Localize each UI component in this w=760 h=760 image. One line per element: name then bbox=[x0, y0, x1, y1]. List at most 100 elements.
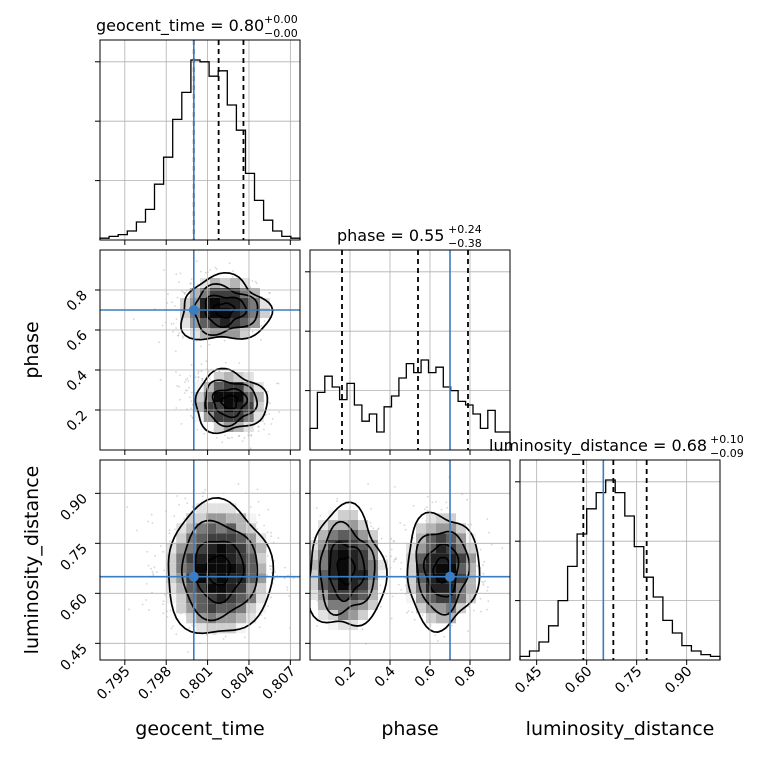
density-cell bbox=[318, 550, 328, 560]
density-cell bbox=[426, 613, 436, 624]
density-cell bbox=[253, 382, 264, 392]
scatter-point bbox=[177, 334, 180, 337]
scatter-point bbox=[479, 548, 482, 551]
density-cell bbox=[406, 573, 416, 584]
scatter-point bbox=[152, 574, 155, 576]
scatter-point bbox=[162, 600, 165, 603]
density-cell bbox=[338, 620, 348, 630]
density-cell bbox=[456, 573, 466, 584]
density-cell bbox=[426, 533, 436, 544]
scatter-point bbox=[390, 555, 392, 558]
density-cell bbox=[216, 623, 227, 634]
scatter-point bbox=[163, 569, 165, 572]
density-cell bbox=[236, 593, 247, 604]
density-cell bbox=[246, 553, 257, 564]
scatter-point bbox=[174, 528, 176, 531]
density-cell bbox=[456, 563, 466, 574]
scatter-point bbox=[190, 407, 192, 410]
density-cell bbox=[368, 560, 378, 570]
scatter-point bbox=[304, 561, 306, 563]
scatter-point bbox=[268, 292, 271, 294]
density-cell bbox=[260, 298, 270, 308]
scatter-point bbox=[393, 558, 396, 561]
scatter-point bbox=[222, 638, 225, 640]
density-cell bbox=[216, 503, 227, 514]
density-cell bbox=[436, 583, 446, 594]
scatter-point bbox=[168, 529, 171, 532]
scatter-point bbox=[187, 651, 190, 653]
density-cell bbox=[246, 533, 257, 544]
tick-label-y-phase: 0.2 bbox=[64, 408, 91, 435]
density-cell bbox=[196, 533, 207, 544]
scatter-point bbox=[393, 540, 395, 543]
scatter-point bbox=[377, 527, 380, 530]
density-cell bbox=[226, 513, 237, 524]
scatter-point bbox=[141, 603, 144, 606]
density-cell bbox=[196, 523, 207, 534]
density-cell bbox=[310, 570, 318, 580]
density-cell bbox=[240, 328, 250, 338]
scatter-point bbox=[413, 618, 416, 621]
density-cell bbox=[416, 573, 426, 584]
scatter-point bbox=[162, 612, 165, 615]
density-cell bbox=[196, 543, 207, 554]
scatter-point bbox=[370, 507, 372, 510]
scatter-point bbox=[182, 337, 184, 339]
density-cell bbox=[190, 328, 200, 338]
density-cell bbox=[426, 543, 436, 554]
scatter-point bbox=[394, 558, 397, 561]
density-cell bbox=[226, 553, 237, 564]
scatter-point bbox=[176, 495, 178, 497]
density-cell bbox=[246, 543, 257, 554]
scatter-point bbox=[238, 362, 241, 365]
scatter-point bbox=[244, 636, 246, 639]
scatter-point bbox=[146, 550, 149, 553]
density-cell bbox=[186, 593, 197, 604]
density-cell bbox=[328, 570, 338, 580]
title-luminosity-distance-plus: +0.10 bbox=[710, 433, 744, 446]
density-cell bbox=[318, 580, 328, 590]
scatter-point bbox=[487, 586, 489, 589]
scatter-point bbox=[307, 609, 309, 611]
density-cell bbox=[358, 580, 368, 590]
scatter-point bbox=[399, 568, 402, 570]
density-cell bbox=[368, 570, 378, 580]
scatter-point bbox=[170, 322, 173, 325]
density-cell bbox=[176, 573, 187, 584]
scatter-point bbox=[256, 488, 259, 491]
density-cell bbox=[186, 543, 197, 554]
scatter-point bbox=[190, 278, 193, 280]
density-cell bbox=[256, 543, 267, 554]
tick-label-x-luminosity_distance: 0.60 bbox=[562, 664, 595, 697]
density-cell bbox=[338, 510, 348, 520]
scatter-point bbox=[197, 372, 200, 375]
scatter-point bbox=[259, 338, 262, 341]
scatter-point bbox=[484, 580, 487, 583]
scatter-point bbox=[264, 413, 267, 416]
density-cell bbox=[226, 503, 237, 514]
scatter-point bbox=[270, 596, 272, 599]
scatter-point bbox=[268, 413, 271, 415]
density-cell bbox=[236, 513, 247, 524]
density-cell bbox=[246, 613, 257, 624]
density-cell bbox=[416, 583, 426, 594]
density-cell bbox=[206, 613, 217, 624]
density-cell bbox=[456, 553, 466, 564]
density-cell bbox=[318, 540, 328, 550]
density-cell bbox=[206, 623, 217, 634]
scatter-point bbox=[270, 423, 273, 425]
density-cell bbox=[213, 422, 224, 432]
density-cell bbox=[233, 382, 244, 392]
density-cell bbox=[358, 590, 368, 600]
density-cell bbox=[196, 623, 207, 634]
density-cell bbox=[206, 543, 217, 554]
scatter-point bbox=[315, 507, 318, 509]
scatter-point bbox=[178, 332, 181, 334]
density-cell bbox=[426, 563, 436, 574]
density-cell bbox=[246, 563, 257, 574]
density-cell bbox=[456, 523, 466, 534]
scatter-point bbox=[190, 391, 193, 394]
scatter-point bbox=[480, 610, 482, 613]
density-cell bbox=[226, 543, 237, 554]
density-cell bbox=[466, 563, 476, 574]
